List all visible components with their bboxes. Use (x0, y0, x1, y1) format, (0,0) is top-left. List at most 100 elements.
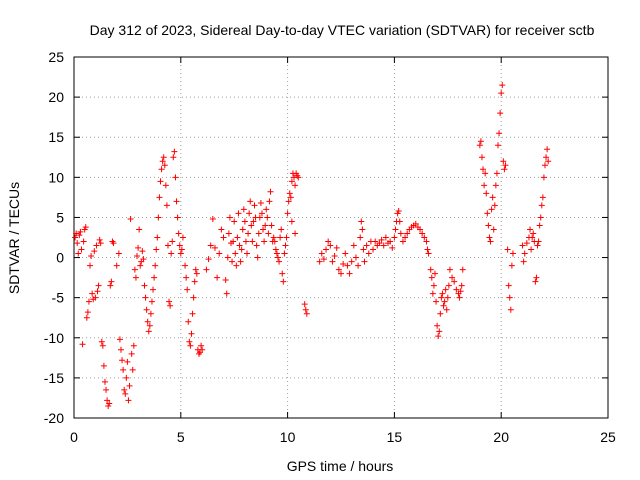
data-point (257, 200, 264, 207)
data-point (82, 224, 89, 231)
data-point (220, 234, 227, 241)
data-point (101, 378, 108, 385)
data-point (532, 278, 539, 285)
data-point (207, 242, 214, 249)
data-point (286, 190, 293, 197)
data-point (190, 294, 197, 301)
data-point (232, 250, 239, 257)
data-point (338, 270, 344, 277)
data-point (457, 288, 464, 295)
data-point (436, 328, 443, 335)
data-point (329, 258, 336, 265)
data-point (95, 282, 102, 289)
data-point (188, 330, 195, 337)
data-point (316, 258, 323, 265)
data-point (423, 238, 430, 245)
data-point (437, 310, 444, 317)
data-point (79, 341, 86, 348)
data-point (167, 302, 174, 309)
data-point (132, 274, 139, 281)
x-tick-label: 25 (600, 429, 616, 445)
grid-lines (74, 57, 608, 418)
data-point (80, 238, 87, 245)
data-point (276, 258, 283, 265)
data-point (397, 230, 404, 237)
data-point (497, 110, 504, 117)
data-point (119, 357, 126, 364)
data-point (434, 322, 441, 329)
data-point (225, 230, 232, 237)
data-point (88, 252, 95, 259)
data-point (139, 248, 146, 255)
data-point (502, 162, 509, 169)
data-point (192, 266, 199, 273)
data-point (76, 232, 83, 239)
data-point (164, 242, 171, 249)
data-point (535, 238, 542, 245)
data-point (438, 294, 445, 301)
data-point (372, 238, 379, 245)
data-point (484, 210, 491, 217)
data-point (486, 234, 493, 241)
data-point (117, 346, 124, 353)
data-point (183, 274, 190, 281)
data-point (382, 234, 389, 241)
data-point (135, 244, 142, 251)
data-point (478, 154, 485, 161)
data-point (287, 194, 294, 201)
data-point (439, 290, 446, 297)
data-point (144, 318, 151, 325)
data-point (358, 218, 365, 225)
data-point (178, 246, 185, 253)
data-point (85, 298, 92, 305)
data-point (359, 226, 366, 233)
data-point (505, 282, 512, 289)
data-point (277, 234, 284, 241)
data-point (126, 382, 133, 389)
data-point (87, 262, 94, 269)
y-tick-label: -10 (44, 330, 64, 346)
data-point (107, 282, 114, 289)
data-point (116, 336, 123, 343)
data-point (528, 246, 535, 253)
data-point (538, 202, 545, 209)
data-point (127, 216, 134, 223)
data-point (485, 222, 492, 229)
data-point (445, 282, 452, 289)
data-point (355, 262, 362, 269)
x-axis-label: GPS time / hours (287, 458, 394, 474)
data-point (295, 174, 302, 181)
data-point (124, 358, 131, 365)
data-point (273, 250, 280, 257)
data-point (392, 226, 399, 233)
data-point (348, 258, 355, 265)
data-point (74, 240, 81, 247)
data-point (248, 222, 255, 229)
data-point (134, 252, 141, 259)
data-point (428, 274, 435, 281)
data-point (136, 226, 143, 233)
data-point (417, 226, 424, 233)
data-point (487, 238, 494, 245)
data-point (175, 230, 182, 237)
data-point (222, 277, 229, 284)
data-point (185, 318, 192, 325)
data-point (540, 174, 547, 181)
y-tick-label: 20 (48, 89, 64, 105)
data-point (425, 250, 432, 257)
data-point (226, 214, 233, 221)
data-point (104, 397, 111, 404)
data-point (494, 142, 501, 149)
data-point (173, 198, 180, 205)
data-point (245, 230, 252, 237)
data-point (530, 230, 537, 237)
data-point (97, 240, 104, 247)
data-point (96, 236, 103, 243)
chart-title: Day 312 of 2023, Sidereal Day-to-day VTE… (90, 22, 595, 38)
data-point (320, 256, 327, 263)
data-point (141, 282, 148, 289)
data-point (331, 252, 338, 259)
data-point (100, 362, 107, 369)
x-tick-label: 15 (387, 429, 403, 445)
